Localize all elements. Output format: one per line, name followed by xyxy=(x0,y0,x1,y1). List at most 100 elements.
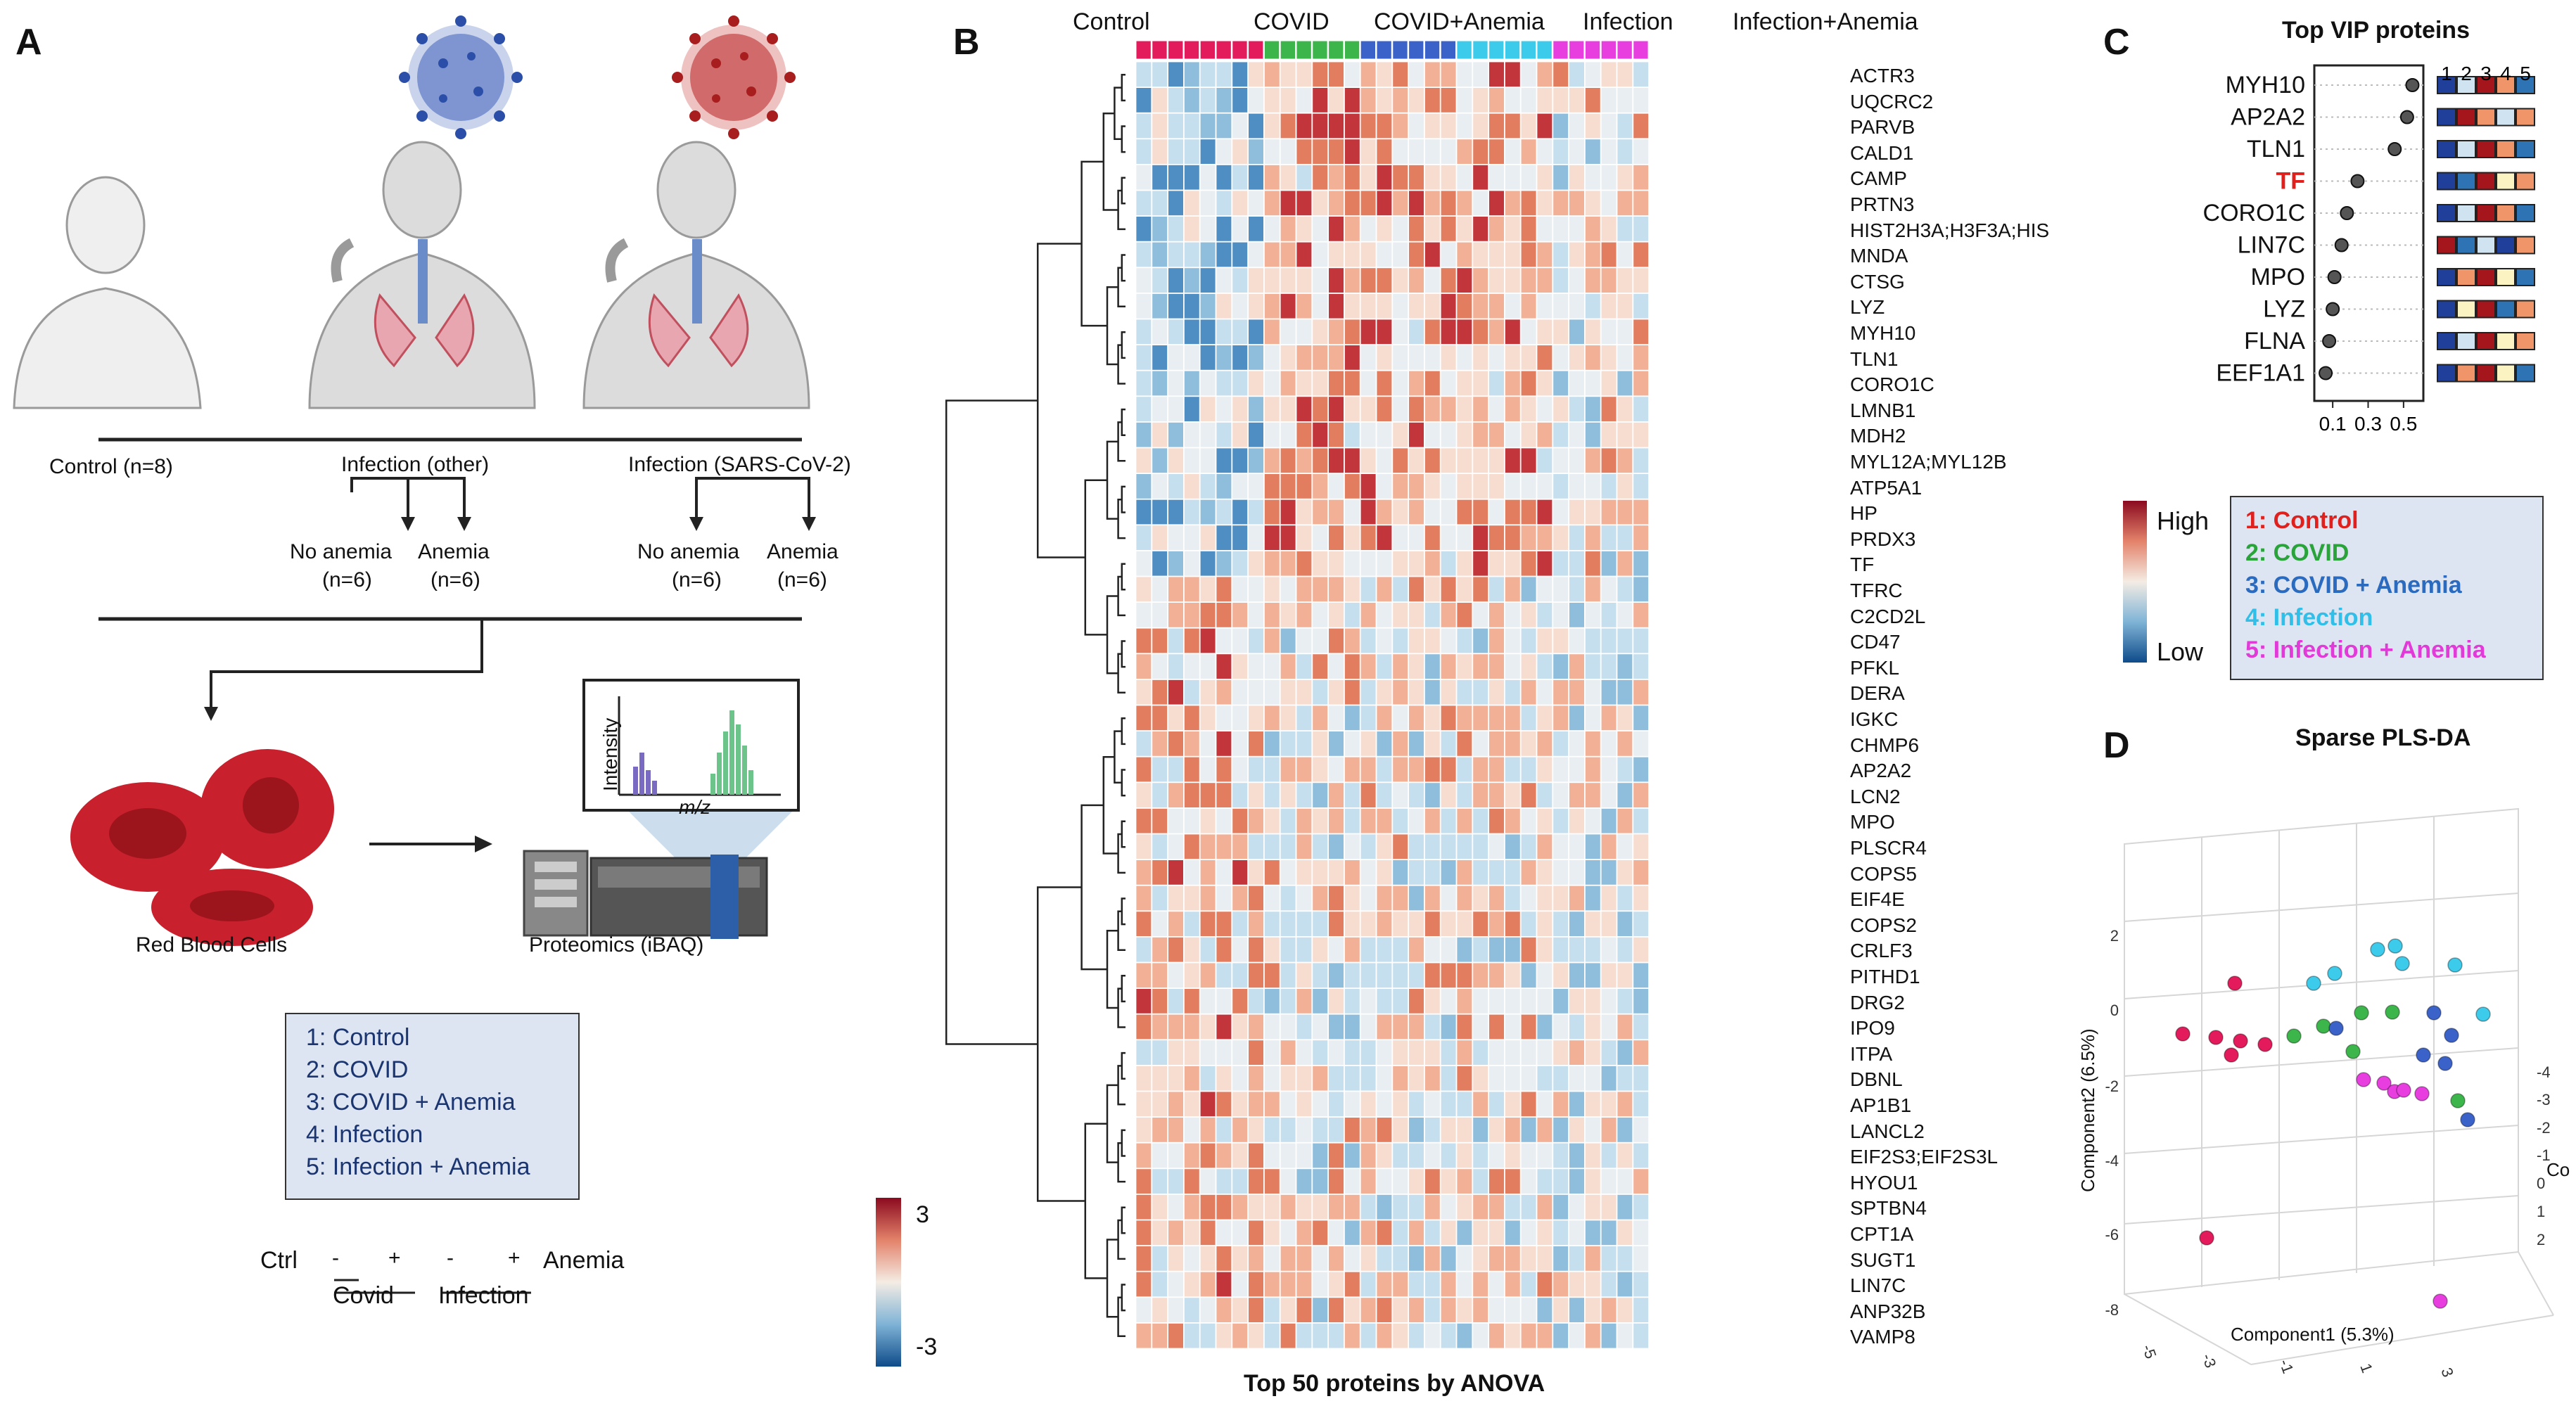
heatmap-cell xyxy=(1520,216,1537,242)
heatmap-cell xyxy=(1183,267,1200,293)
heatmap-cell xyxy=(1280,1014,1296,1040)
heatmap-cell xyxy=(1440,139,1457,165)
heatmap-cell xyxy=(1263,1014,1280,1040)
heatmap-cell xyxy=(1216,267,1232,293)
vip-point xyxy=(2350,174,2365,188)
heatmap-cell xyxy=(1263,653,1280,679)
heatmap-cell xyxy=(1360,396,1377,422)
heatmap-cell xyxy=(1360,1194,1377,1220)
heatmap-cell xyxy=(1472,87,1488,113)
heatmap-cell xyxy=(1552,602,1569,628)
heatmap-cell xyxy=(1600,396,1617,422)
heatmap-cell xyxy=(1232,87,1248,113)
heatmap-cell xyxy=(1569,885,1585,912)
heatmap-cell xyxy=(1216,139,1232,165)
heatmap-cell xyxy=(1617,1194,1633,1220)
heatmap-cell xyxy=(1376,756,1393,783)
heatmap-cell xyxy=(1280,576,1296,602)
heatmap-cell xyxy=(1168,1014,1184,1040)
vip-group-tile xyxy=(2496,108,2516,127)
heatmap-cell xyxy=(1168,551,1184,577)
heatmap-cell xyxy=(1216,241,1232,268)
heatmap-cell xyxy=(1488,653,1505,679)
heatmap-cell xyxy=(1263,962,1280,988)
heatmap-cell xyxy=(1552,1220,1569,1246)
heatmap-cell xyxy=(1585,962,1601,988)
heatmap-cell xyxy=(1456,61,1473,87)
heatmap-cell xyxy=(1263,885,1280,912)
heatmap-cell xyxy=(1600,293,1617,319)
heatmap-cell xyxy=(1199,87,1216,113)
heatmap-cell xyxy=(1183,1040,1200,1066)
heatmap-cell xyxy=(1617,551,1633,577)
heatmap-cell xyxy=(1520,525,1537,551)
panel-a-legend: 1: Control 2: COVID 3: COVID + Anemia 4:… xyxy=(285,1013,580,1200)
heatmap-cell xyxy=(1505,293,1521,319)
heatmap-annotation-cell xyxy=(1152,40,1168,60)
mass-spectrometer-icon xyxy=(523,809,795,939)
heatmap-cell xyxy=(1232,164,1248,191)
heatmap-cell xyxy=(1617,525,1633,551)
heatmap-cell xyxy=(1328,962,1344,988)
heatmap-cell xyxy=(1456,345,1473,371)
heatmap-row-label: CORO1C xyxy=(1850,373,1934,396)
heatmap-cell xyxy=(1536,1091,1553,1117)
heatmap-row-label: CHMP6 xyxy=(1850,734,1920,756)
n6-label-2: (n=6) xyxy=(431,568,480,592)
heatmap-cell xyxy=(1488,1297,1505,1323)
vip-group-tile xyxy=(2496,76,2516,94)
heatmap-cell xyxy=(1505,756,1521,783)
heatmap-cell xyxy=(1408,1271,1424,1298)
heatmap-cell xyxy=(1440,499,1457,525)
heatmap-cell xyxy=(1520,422,1537,448)
heatmap-cell xyxy=(1248,499,1264,525)
heatmap-cell xyxy=(1617,937,1633,963)
heatmap-row-label: PARVB xyxy=(1850,116,1915,139)
heatmap-cell xyxy=(1168,87,1184,113)
heatmap-cell xyxy=(1617,705,1633,731)
heatmap-cell xyxy=(1505,911,1521,937)
heatmap-cell xyxy=(1168,447,1184,473)
heatmap-cell xyxy=(1168,988,1184,1014)
heatmap-cell xyxy=(1183,1220,1200,1246)
vip-group-tile xyxy=(2437,300,2456,319)
heatmap-cell xyxy=(1600,1220,1617,1246)
heatmap-cell xyxy=(1263,782,1280,808)
heatmap-cell xyxy=(1569,499,1585,525)
heatmap-cell xyxy=(1488,1168,1505,1194)
heatmap-cell xyxy=(1296,525,1313,551)
heatmap-cell xyxy=(1280,911,1296,937)
heatmap-cell xyxy=(1488,937,1505,963)
heatmap-cell xyxy=(1376,602,1393,628)
heatmap-cell xyxy=(1488,602,1505,628)
heatmap-cell xyxy=(1183,319,1200,345)
heatmap-cell xyxy=(1152,293,1168,319)
heatmap-cell xyxy=(1248,190,1264,216)
vip-scale-high: High xyxy=(2157,506,2210,535)
heatmap-cell xyxy=(1456,1323,1473,1349)
heatmap-cell xyxy=(1248,473,1264,499)
heatmap-cell xyxy=(1424,319,1441,345)
vip-protein-label: TF xyxy=(2276,168,2305,195)
heatmap-cell xyxy=(1344,1194,1360,1220)
heatmap-cell xyxy=(1440,1117,1457,1143)
heatmap-cell xyxy=(1424,473,1441,499)
heatmap-cell xyxy=(1472,1014,1488,1040)
heatmap-cell xyxy=(1536,962,1553,988)
heatmap-cell xyxy=(1585,1066,1601,1092)
plsda-point xyxy=(2257,1037,2273,1052)
heatmap-cell xyxy=(1600,1091,1617,1117)
heatmap-cell xyxy=(1488,345,1505,371)
heatmap-cell xyxy=(1536,859,1553,885)
heatmap-cell xyxy=(1536,1246,1553,1272)
heatmap-cell xyxy=(1344,61,1360,87)
heatmap-cell xyxy=(1135,396,1152,422)
heatmap-cell xyxy=(1152,756,1168,783)
heatmap-cell xyxy=(1392,319,1408,345)
heatmap-cell xyxy=(1360,1297,1377,1323)
heatmap-cell xyxy=(1392,911,1408,937)
heatmap-cell xyxy=(1456,1246,1473,1272)
heatmap-cell xyxy=(1536,216,1553,242)
heatmap-cell xyxy=(1199,319,1216,345)
vip-point xyxy=(2322,334,2337,348)
